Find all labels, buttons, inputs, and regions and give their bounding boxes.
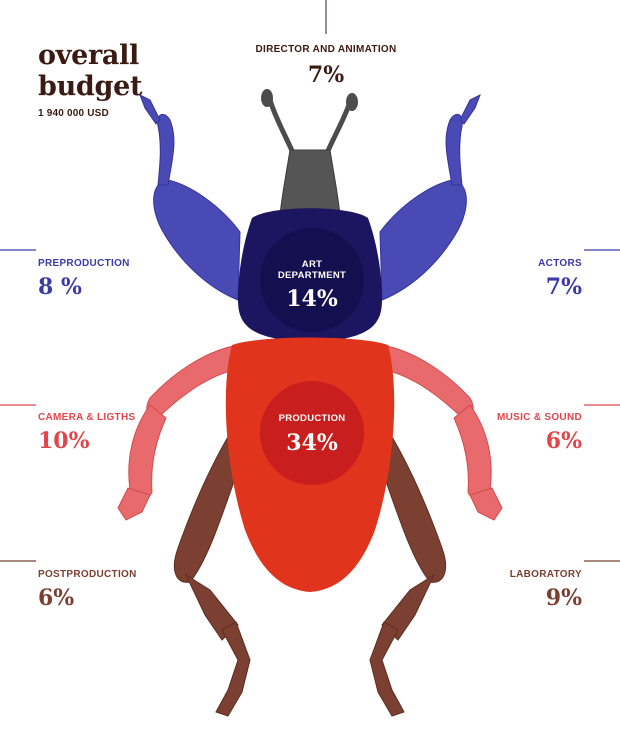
label-preproduction: PREPRODUCTION	[38, 258, 130, 269]
legs-camera-music	[117, 344, 503, 521]
value-preproduction: 8 %	[38, 274, 82, 300]
value-actors: 7%	[545, 274, 582, 300]
label-postproduction: POSTPRODUCTION	[38, 569, 137, 580]
label-art-department: ART DEPARTMENT	[262, 259, 362, 281]
label-laboratory: LABORATORY	[509, 569, 582, 580]
title-line-1: overall	[38, 40, 140, 71]
total-budget: 1 940 000 USD	[38, 108, 109, 119]
label-production: PRODUCTION	[278, 413, 346, 424]
value-camera: 10%	[38, 428, 90, 454]
value-director: 7%	[307, 62, 345, 88]
legs-preproduction-actors	[139, 93, 481, 301]
label-art-line-2: DEPARTMENT	[277, 270, 347, 281]
value-laboratory: 9%	[545, 585, 582, 611]
value-production: 34%	[286, 430, 338, 456]
legs-laboratory-postproduction	[174, 428, 446, 717]
value-art-department: 14%	[286, 286, 338, 312]
label-music: MUSIC & SOUND	[496, 412, 582, 423]
chart-title: overall budget	[38, 40, 142, 102]
label-director: DIRECTOR AND ANIMATION	[255, 44, 397, 55]
production-circle	[260, 381, 364, 485]
label-actors: ACTORS	[538, 258, 582, 269]
label-art-line-1: ART	[301, 259, 323, 270]
label-camera: CAMERA & LIGTHS	[38, 412, 136, 423]
title-line-2: budget	[38, 71, 143, 102]
value-music: 6%	[545, 428, 582, 454]
art-department-circle	[260, 228, 364, 332]
value-postproduction: 6%	[38, 585, 75, 611]
head-director	[279, 149, 341, 216]
